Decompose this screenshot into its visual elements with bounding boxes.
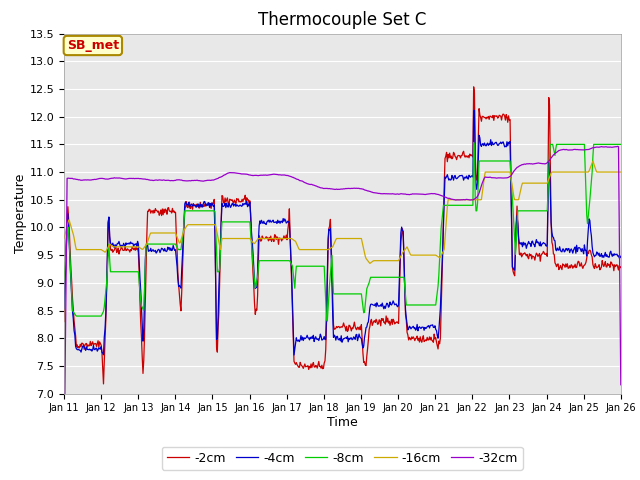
Title: Thermocouple Set C: Thermocouple Set C bbox=[258, 11, 427, 29]
-32cm bbox=[410, 191, 418, 197]
-32cm bbox=[214, 176, 221, 181]
-16cm bbox=[428, 252, 435, 258]
-4cm bbox=[127, 240, 135, 246]
-16cm bbox=[589, 158, 596, 164]
-16cm bbox=[411, 252, 419, 258]
Line: -16cm: -16cm bbox=[64, 161, 621, 264]
Line: -32cm: -32cm bbox=[64, 146, 621, 480]
-2cm bbox=[411, 338, 419, 344]
-32cm bbox=[184, 178, 192, 184]
-8cm bbox=[470, 140, 477, 145]
-4cm bbox=[290, 352, 298, 358]
-2cm bbox=[470, 84, 477, 90]
-4cm bbox=[214, 336, 221, 341]
-32cm bbox=[426, 191, 434, 196]
-8cm bbox=[127, 269, 135, 275]
-8cm bbox=[70, 310, 78, 316]
-4cm bbox=[428, 322, 435, 328]
-4cm bbox=[617, 254, 625, 260]
Line: -4cm: -4cm bbox=[64, 110, 621, 355]
-2cm bbox=[128, 244, 136, 250]
X-axis label: Time: Time bbox=[327, 416, 358, 429]
-16cm bbox=[127, 244, 135, 250]
-2cm bbox=[70, 318, 78, 324]
-4cm bbox=[184, 202, 192, 208]
-32cm bbox=[70, 176, 78, 182]
-2cm bbox=[60, 319, 68, 324]
-4cm bbox=[411, 324, 419, 330]
-16cm bbox=[366, 261, 374, 266]
-4cm bbox=[60, 306, 68, 312]
-32cm bbox=[60, 477, 68, 480]
-16cm bbox=[60, 236, 68, 241]
-16cm bbox=[214, 231, 221, 237]
-16cm bbox=[70, 235, 78, 240]
-2cm bbox=[214, 324, 222, 330]
-8cm bbox=[617, 142, 625, 147]
-4cm bbox=[70, 328, 78, 334]
-8cm bbox=[184, 208, 192, 214]
-8cm bbox=[411, 302, 419, 308]
-16cm bbox=[184, 222, 192, 228]
Text: SB_met: SB_met bbox=[67, 39, 119, 52]
-2cm bbox=[428, 335, 435, 340]
-8cm bbox=[214, 269, 221, 275]
-32cm bbox=[617, 382, 625, 388]
Line: -2cm: -2cm bbox=[64, 87, 621, 384]
Line: -8cm: -8cm bbox=[64, 143, 621, 321]
-32cm bbox=[127, 176, 135, 181]
-32cm bbox=[614, 144, 621, 149]
-2cm bbox=[617, 264, 625, 270]
-8cm bbox=[60, 277, 68, 283]
-16cm bbox=[617, 169, 625, 175]
Y-axis label: Temperature: Temperature bbox=[13, 174, 27, 253]
Legend: -2cm, -4cm, -8cm, -16cm, -32cm: -2cm, -4cm, -8cm, -16cm, -32cm bbox=[162, 447, 523, 469]
-2cm bbox=[100, 381, 108, 387]
-8cm bbox=[428, 302, 435, 308]
-2cm bbox=[185, 202, 193, 207]
-8cm bbox=[323, 318, 331, 324]
-4cm bbox=[470, 108, 478, 113]
